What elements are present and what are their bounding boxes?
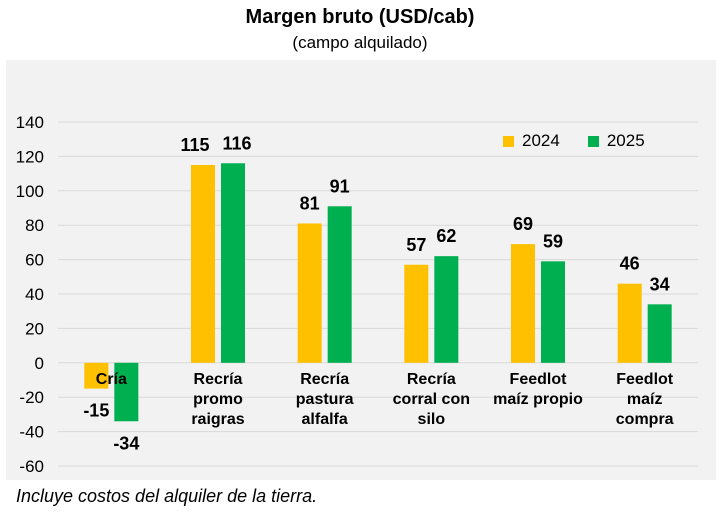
y-tick-label: 140 xyxy=(16,113,44,132)
bar-2024 xyxy=(191,165,215,363)
x-category-label: pastura xyxy=(296,391,354,408)
legend-item-2025: 2025 xyxy=(587,131,645,151)
x-category-label: compra xyxy=(616,411,674,428)
bar-2025 xyxy=(327,206,352,363)
data-label: -34 xyxy=(113,433,139,453)
x-category-label: alfalfa xyxy=(302,411,348,428)
x-category-label: maíz propio xyxy=(493,391,583,408)
data-label: 69 xyxy=(513,214,533,234)
x-category-label: Recría xyxy=(300,371,349,388)
data-label: -15 xyxy=(83,401,109,421)
x-category-label: Cría xyxy=(96,371,127,388)
y-tick-label: 20 xyxy=(25,319,44,338)
data-label: 34 xyxy=(650,274,670,294)
x-category-label: corral con xyxy=(393,391,470,408)
data-label: 115 xyxy=(180,135,209,155)
footnote: Incluye costos del alquiler de la tierra… xyxy=(16,486,318,506)
chart-subtitle: (campo alquilado) xyxy=(292,33,428,52)
x-category-label: silo xyxy=(418,411,446,428)
y-tick-label: -20 xyxy=(19,388,44,407)
y-tick-label: -40 xyxy=(19,423,44,442)
bar-2024 xyxy=(84,362,109,389)
bar-2024 xyxy=(617,283,642,363)
x-category-label: raigras xyxy=(191,411,244,428)
legend: 2024 2025 xyxy=(503,131,645,151)
bar-2025 xyxy=(434,256,459,363)
bar-2025 xyxy=(114,362,139,422)
bar-2024 xyxy=(297,223,322,363)
data-label: 59 xyxy=(543,231,563,251)
data-label: 116 xyxy=(222,133,251,153)
bar-2024 xyxy=(511,244,535,363)
x-category-label: Recría xyxy=(194,371,243,388)
data-label: 91 xyxy=(330,176,350,196)
y-tick-label: 0 xyxy=(35,354,44,373)
legend-item-2024: 2024 xyxy=(503,131,560,151)
legend-swatch-2024 xyxy=(503,135,514,147)
x-category-label: Feedlot xyxy=(616,371,674,388)
bar-2024 xyxy=(404,264,429,363)
bar-2025 xyxy=(541,261,565,363)
data-label: 46 xyxy=(620,254,640,274)
data-label: 81 xyxy=(300,193,320,213)
legend-label-2024: 2024 xyxy=(522,131,560,150)
y-tick-label: 80 xyxy=(25,216,44,235)
y-tick-label: 60 xyxy=(25,251,44,270)
x-category-label: Feedlot xyxy=(510,371,568,388)
chart-title: Margen bruto (USD/cab) xyxy=(245,6,475,28)
bar-2025 xyxy=(221,163,245,363)
data-label: 57 xyxy=(406,235,426,255)
y-tick-label: -60 xyxy=(19,457,44,476)
x-category-label: promo xyxy=(193,391,243,408)
legend-label-2025: 2025 xyxy=(606,131,645,150)
y-tick-label: 120 xyxy=(16,147,44,166)
x-category-label: maíz xyxy=(627,391,663,408)
legend-swatch-2025 xyxy=(587,135,599,147)
y-tick-label: 40 xyxy=(25,285,44,304)
y-tick-label: 100 xyxy=(16,182,44,201)
bar-2025 xyxy=(647,304,672,363)
x-category-label: Recría xyxy=(407,371,456,388)
data-label: 62 xyxy=(436,226,456,246)
